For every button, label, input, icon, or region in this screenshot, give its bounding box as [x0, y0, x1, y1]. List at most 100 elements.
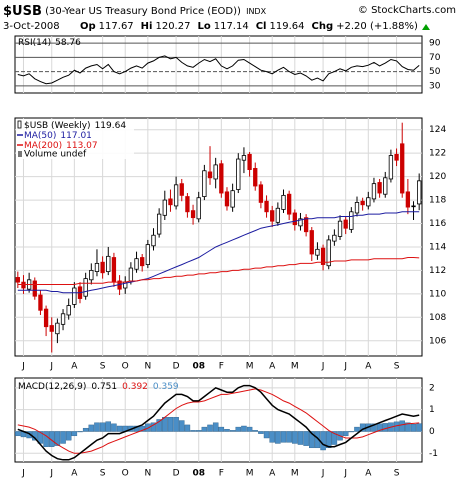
candle-body: [388, 155, 394, 180]
candle-body: [213, 164, 218, 180]
histogram-bar: [111, 423, 117, 432]
candle-body: [66, 305, 71, 316]
x-tick-label: A: [71, 362, 78, 372]
candle-body: [371, 183, 377, 200]
candle-body: [377, 182, 382, 194]
histogram-bar: [342, 431, 349, 437]
histogram-bar: [94, 422, 100, 432]
x-tick-label: J: [321, 362, 325, 372]
histogram-bar: [399, 420, 405, 432]
histogram-bar: [224, 429, 230, 432]
histogram-bar: [410, 424, 417, 432]
x-tick-label: A: [269, 469, 276, 479]
indicator-name: MACD(12,26,9): [18, 382, 86, 392]
legend-candle-icon: [17, 120, 22, 129]
histogram-bar: [331, 431, 338, 445]
histogram-bar: [105, 421, 112, 432]
legend-value: 117.01: [60, 131, 92, 141]
histogram-bar: [15, 431, 21, 437]
histogram-bar: [179, 420, 185, 432]
candle-body: [354, 202, 360, 214]
y-tick-label: 110: [429, 289, 446, 299]
candle-body: [309, 230, 314, 255]
x-tick-label: D: [173, 362, 180, 372]
candle-body: [72, 287, 77, 305]
x-tick-label: A: [365, 362, 372, 372]
x-tick-label: D: [173, 469, 180, 479]
x-tick-label: M: [291, 362, 299, 372]
x-tick-label: M: [246, 469, 254, 479]
y-tick-label: 120: [429, 172, 446, 182]
histogram-bar: [116, 425, 123, 432]
series-line: [17, 211, 420, 294]
histogram-bar: [167, 417, 174, 432]
candle-body: [281, 194, 286, 210]
candle-body: [190, 210, 196, 219]
histogram-bar: [297, 431, 304, 445]
candle-body: [21, 281, 26, 289]
x-tick-label: J: [343, 362, 347, 372]
legend-name: MA(200): [24, 141, 62, 151]
x-tick-label: J: [343, 469, 347, 479]
x-tick-label: 08: [192, 362, 205, 372]
candle-body: [134, 258, 139, 270]
candle-body: [173, 184, 179, 207]
histogram-bar: [99, 422, 106, 432]
histogram-bar: [156, 419, 162, 432]
quote-value: 117.67: [99, 21, 134, 32]
histogram-bar: [218, 426, 225, 432]
candle-body: [287, 193, 292, 215]
legend-entry: Volume undef: [24, 150, 87, 160]
histogram-bar: [48, 431, 55, 447]
x-tick-label: S: [394, 469, 400, 479]
candle-body: [207, 171, 213, 179]
quote-label: Cl: [256, 21, 267, 32]
candle-body: [366, 197, 371, 207]
y-tick-label: 1: [429, 405, 435, 415]
y-tick-label: 108: [429, 313, 446, 323]
candle-body: [264, 200, 269, 213]
histogram-bar: [325, 431, 332, 449]
histogram-bar: [43, 431, 49, 447]
histogram-bar: [416, 423, 422, 432]
x-tick-label: S: [100, 469, 106, 479]
candle-body: [15, 277, 20, 283]
legend-name: $USB (Weekly): [24, 121, 91, 131]
candle-body: [151, 234, 156, 247]
candle-body: [332, 234, 337, 242]
y-tick-label: 118: [429, 196, 446, 206]
y-tick-label: 50: [429, 67, 441, 77]
histogram-bar: [371, 423, 377, 432]
candle-body: [411, 205, 416, 208]
candle-body: [270, 210, 275, 222]
histogram-bar: [348, 431, 355, 433]
candle-body: [275, 207, 281, 223]
quote-label: Lo: [197, 21, 210, 32]
candle-body: [292, 212, 297, 226]
histogram-bar: [320, 431, 326, 451]
candle-body: [94, 262, 100, 272]
candle-body: [405, 191, 411, 208]
candle-body: [315, 248, 320, 256]
x-tick-label: M: [246, 362, 254, 372]
exchange: INDX: [246, 7, 267, 16]
header-line: $USB (30-Year US Treasury Bond Price (EO…: [3, 4, 267, 19]
macd-legend: MACD(12,26,9) 0.751 0.392 0.359: [18, 382, 179, 392]
y-tick-label: 122: [429, 149, 446, 159]
histogram-bar: [60, 431, 66, 444]
candle-body: [400, 143, 405, 194]
candle-body: [343, 219, 348, 229]
quote-value: 120.27: [155, 21, 190, 32]
legend-name: MA(50): [24, 131, 56, 141]
y-tick-label: 124: [429, 125, 446, 135]
candle-body: [202, 170, 207, 197]
candle-body: [38, 294, 43, 311]
histogram-bar: [275, 431, 281, 444]
histogram-bar: [150, 422, 157, 432]
y-tick-label: -1: [429, 449, 438, 459]
y-tick-label: 114: [429, 242, 446, 252]
panel-frame: [14, 377, 423, 463]
histogram-bar: [173, 417, 179, 432]
legend-entry: MA(50) 117.01: [24, 131, 92, 141]
